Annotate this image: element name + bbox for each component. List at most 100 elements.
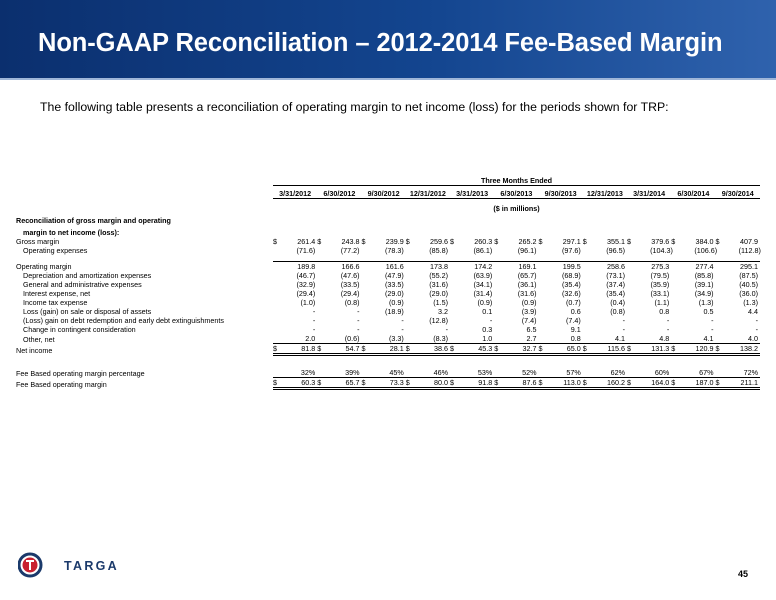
currency-symbol [362, 298, 384, 307]
period-header: 6/30/2014 [671, 185, 716, 199]
cell-value: (0.9) [521, 298, 537, 307]
currency-symbol: $ [405, 343, 428, 356]
currency-symbol [671, 280, 693, 289]
cell-value: 39% [345, 368, 360, 377]
banner-divider [0, 78, 776, 80]
currency-symbol [317, 271, 339, 280]
currency-symbol [671, 298, 693, 307]
table-row-fee-pct: Fee Based operating margin percentage 32%… [15, 368, 760, 378]
currency-symbol [317, 280, 339, 289]
page-number: 45 [738, 569, 749, 579]
currency-symbol [627, 316, 649, 325]
currency-symbol [716, 316, 738, 325]
currency-symbol [406, 368, 428, 378]
period-header: 9/30/2013 [538, 185, 583, 199]
currency-symbol [671, 246, 693, 255]
targa-logo: TARGA [17, 552, 138, 578]
targa-emblem-icon [17, 552, 43, 578]
cell-value: (29.0) [429, 289, 448, 298]
cell-value: 32% [300, 368, 316, 377]
currency-symbol [583, 334, 605, 344]
currency-symbol: $ [671, 343, 694, 356]
table-row-g-and-a: General and administrative expenses (32.9… [15, 280, 760, 289]
cell-value: (33.1) [650, 289, 670, 298]
currency-symbol [406, 325, 428, 334]
cell-value: (0.4) [610, 298, 625, 307]
cell-value: (0.7) [565, 298, 581, 307]
cell-value: 54.7 [339, 343, 362, 356]
currency-symbol [494, 368, 516, 378]
cell-value: (79.5) [650, 271, 670, 280]
cell-value: (86.1) [473, 246, 493, 255]
currency-symbol [494, 325, 516, 334]
currency-symbol: $ [273, 237, 277, 246]
cell-value: - [312, 325, 316, 334]
currency-symbol [273, 246, 295, 255]
currency-symbol: $ [273, 343, 296, 356]
currency-symbol [361, 261, 384, 271]
currency-symbol [671, 307, 693, 316]
currency-symbol [583, 368, 605, 378]
cell-value: (0.6) [344, 334, 360, 343]
currency-symbol [627, 325, 649, 334]
cell-value: 32.7 [516, 343, 539, 356]
currency-symbol: $ [715, 343, 738, 356]
currency-symbol [627, 307, 649, 316]
cell-value: 3.2 [438, 307, 448, 316]
currency-symbol [317, 261, 340, 271]
currency-symbol [450, 289, 472, 298]
currency-symbol: $ [538, 237, 543, 246]
units-label: ($ in millions) [493, 204, 540, 213]
row-label: Operating expenses [23, 246, 88, 255]
cell-value: (85.8) [429, 246, 448, 255]
currency-symbol [273, 334, 295, 344]
currency-symbol [450, 325, 472, 334]
cell-value: (29.0) [384, 289, 404, 298]
currency-symbol [362, 325, 384, 334]
cell-value: (35.4) [561, 280, 581, 289]
currency-symbol [627, 289, 649, 298]
table-row-income-tax: Income tax expense (1.0) (0.8) (0.9) (1.5) (0… [15, 298, 760, 307]
table-row-interest: Interest expense, net (29.4) (29.4) (29.0) (… [15, 289, 760, 298]
currency-symbol [716, 271, 738, 280]
currency-symbol [450, 246, 472, 255]
cell-value: (112.8) [738, 246, 761, 255]
currency-symbol: $ [450, 377, 473, 390]
cell-value: - [711, 316, 714, 325]
currency-symbol [583, 271, 605, 280]
cell-value: (65.7) [517, 271, 537, 280]
cell-value: (77.2) [340, 246, 360, 255]
cell-value: 160.2 [604, 377, 627, 390]
cell-value: (32.6) [561, 289, 581, 298]
currency-symbol: $ [273, 377, 296, 390]
cell-value: (97.6) [561, 246, 581, 255]
currency-symbol: $ [317, 377, 340, 390]
currency-symbol [627, 246, 649, 255]
cell-value: - [401, 325, 404, 334]
currency-symbol [494, 334, 516, 344]
cell-value: 1.0 [482, 334, 493, 343]
cell-value: 91.8 [472, 377, 495, 390]
cell-value: 199.5 [560, 261, 583, 271]
title-banner [0, 0, 776, 78]
currency-symbol: $ [582, 343, 605, 356]
row-label: Net income [16, 345, 53, 355]
cell-value: - [489, 316, 493, 325]
cell-value: (0.8) [344, 298, 360, 307]
currency-symbol [671, 368, 693, 378]
reconciliation-table: Three Months Ended 3/31/2012 6/30/2012 9/30… [15, 173, 761, 390]
currency-symbol [494, 271, 516, 280]
cell-value: (29.4) [296, 289, 316, 298]
cell-value: (73.1) [606, 271, 625, 280]
currency-symbol [317, 368, 339, 378]
section-heading-row: Reconciliation of gross margin and opera… [15, 213, 760, 225]
currency-symbol [273, 298, 295, 307]
currency-symbol [716, 280, 738, 289]
cell-value: - [622, 325, 625, 334]
cell-value: 9.1 [570, 325, 581, 334]
row-label: Income tax expense [23, 298, 88, 307]
currency-symbol [450, 271, 472, 280]
row-label: Fee Based operating margin percentage [16, 368, 145, 378]
cell-value: 52% [522, 368, 537, 377]
row-label: Operating margin [16, 262, 72, 271]
